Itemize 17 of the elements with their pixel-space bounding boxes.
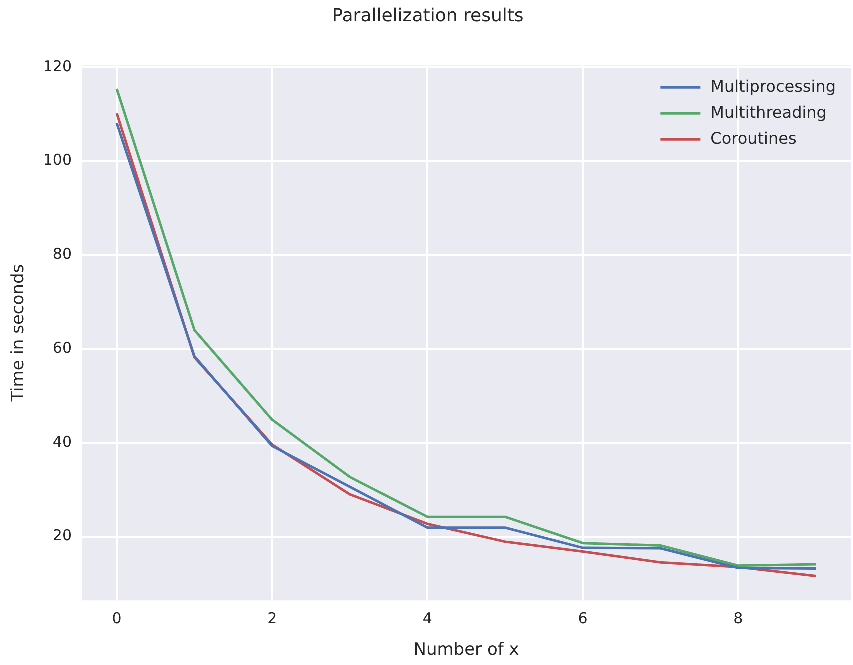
legend-label: Multiprocessing (710, 76, 836, 96)
y-tick-label: 40 (52, 432, 72, 451)
legend-label: Coroutines (710, 128, 797, 148)
y-tick-label: 100 (43, 151, 72, 170)
x-axis-title: Number of x (414, 640, 520, 660)
x-tick-label: 8 (734, 609, 744, 628)
y-tick-label: 80 (52, 245, 72, 264)
y-tick-label: 120 (43, 57, 72, 76)
x-tick-label: 6 (578, 609, 588, 628)
chart-title: Parallelization results (332, 5, 524, 26)
y-axis-title: Time in seconds (8, 264, 29, 403)
x-tick-label: 4 (422, 609, 432, 628)
legend-label: Multithreading (710, 102, 827, 122)
y-tick-label: 20 (52, 526, 72, 545)
x-tick-label: 0 (112, 609, 122, 628)
x-tick-label: 2 (268, 609, 278, 628)
y-tick-label: 60 (52, 338, 72, 357)
